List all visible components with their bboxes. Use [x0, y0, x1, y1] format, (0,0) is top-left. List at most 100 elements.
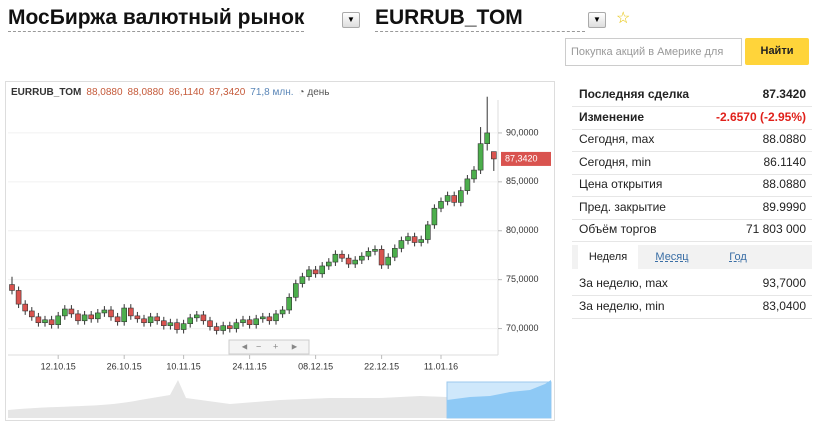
candle-body [391, 248, 398, 258]
week-value: 83,0400 [762, 298, 806, 313]
candle-body [9, 284, 15, 291]
market-title[interactable]: МосБиржа валютный рынок [8, 5, 305, 32]
candle-body [372, 249, 378, 252]
navigator-area [8, 380, 447, 418]
stats-row: Изменение -2.6570 (-2.95%) [572, 106, 812, 130]
week-value: 93,7000 [762, 276, 806, 290]
period-label: день [307, 87, 330, 98]
candle-body [213, 326, 220, 331]
navigator-window-area [447, 380, 551, 418]
period: ◔ день [298, 87, 330, 98]
candle-body [101, 309, 108, 314]
candle-body [444, 195, 451, 202]
candle-body [42, 319, 48, 324]
candle-body [477, 143, 484, 171]
candle-body [75, 313, 81, 322]
candle-body [345, 257, 352, 265]
candle-body [134, 315, 141, 320]
candle-body [81, 314, 88, 322]
candle-body [253, 318, 259, 325]
candle-body [259, 316, 266, 320]
x-tick-label: 11.01.16 [424, 361, 458, 371]
candle-body [68, 308, 75, 315]
stat-label: Сегодня, min [579, 154, 651, 169]
candle-body [167, 322, 174, 326]
stat-label: Цена открытия [579, 177, 663, 191]
stat-value: 88.0880 [762, 132, 806, 146]
stat-label: Сегодня, max [579, 132, 655, 146]
zoom-right[interactable]: ► [290, 341, 299, 351]
candle-body [358, 255, 365, 261]
market-dropdown[interactable]: ▼ [342, 12, 360, 28]
last-price-label: 87,3420 [505, 153, 538, 163]
stats-row: Последняя сделка 87.3420 [572, 83, 812, 107]
week-label: За неделю, max [579, 276, 668, 290]
x-tick-label: 22.12.15 [364, 361, 399, 371]
instrument-title[interactable]: EURRUB_TOM [375, 5, 585, 32]
candle-body [187, 317, 193, 324]
stats-row: Сегодня, max 88.0880 [572, 128, 812, 152]
zoom-controls[interactable]: ◄ − + ► [228, 339, 310, 355]
y-tick-label: 90,0000 [506, 127, 539, 137]
candle-body [35, 316, 42, 324]
candle-body [385, 256, 392, 266]
candle-body [227, 325, 233, 329]
chart-header: EURRUB_TOM 88,0880 88,0880 86,1140 87,34… [11, 87, 330, 98]
stats-row: Цена открытия 88.0880 [572, 173, 812, 197]
stats-row: Сегодня, min 86.1140 [572, 151, 812, 175]
tab[interactable]: Месяц [655, 251, 689, 263]
zoom-left[interactable]: ◄ [240, 341, 249, 351]
x-tick-label: 24.11.15 [232, 361, 266, 371]
zoom-out[interactable]: − [256, 341, 261, 351]
candle-body [161, 320, 167, 326]
favorite-star[interactable]: ☆ [616, 10, 631, 27]
stat-value: -2.6570 (-2.95%) [715, 109, 806, 124]
x-tick-label: 12.10.15 [41, 361, 76, 371]
candle-body [180, 323, 187, 330]
search-button[interactable]: Найти [745, 38, 809, 65]
candle-body [431, 207, 438, 226]
candle-body [22, 303, 29, 312]
chart-instrument: EURRUB_TOM [11, 87, 82, 98]
candle-body [451, 195, 458, 203]
tab[interactable]: Неделя [578, 245, 638, 269]
chart: ◄ − + ► 70,0000 75,0000 80,0000 85,0000 90,0… [8, 96, 552, 419]
candle-body [457, 190, 464, 203]
candle-body [233, 322, 240, 329]
instrument-dropdown[interactable]: ▼ [588, 12, 606, 28]
candle-body [207, 320, 213, 327]
candle-body [200, 314, 207, 322]
zoom-bar [228, 339, 310, 355]
candle-body [174, 322, 180, 330]
stats-row: Пред. закрытие 89.9990 [572, 196, 812, 220]
volume: 71,8 млн. [250, 87, 294, 98]
candle-body [398, 240, 405, 249]
y-tick-label: 70,0000 [506, 323, 539, 333]
candle-body [484, 132, 491, 144]
candle-body [339, 253, 345, 259]
zoom-in[interactable]: + [273, 341, 278, 351]
x-tick-label: 26.10.15 [107, 361, 142, 371]
x-tick-label: 08.12.15 [298, 361, 333, 371]
candle-body [48, 319, 55, 325]
last-price-tag [501, 151, 551, 166]
candle-body [220, 325, 226, 331]
y-tick-label: 80,0000 [506, 225, 539, 235]
stat-label: Пред. закрытие [579, 199, 666, 214]
candle-body [240, 319, 246, 324]
stats-row: Объём торгов 71 803 000 [572, 218, 812, 242]
candle-body [292, 283, 299, 298]
candle-body [128, 307, 134, 317]
tab[interactable]: Год [729, 251, 747, 263]
candle-body [154, 316, 160, 322]
candle-body [490, 151, 497, 160]
stat-label: Объём торгов [579, 222, 657, 236]
candle-body [424, 224, 431, 240]
candle-body [28, 310, 35, 318]
candle-body [194, 314, 200, 319]
candle-body [273, 313, 279, 322]
search-input[interactable]: Покупка акций в Америке для [565, 38, 742, 66]
header-value: 87,3420 [209, 87, 246, 98]
candle-body [266, 316, 273, 322]
